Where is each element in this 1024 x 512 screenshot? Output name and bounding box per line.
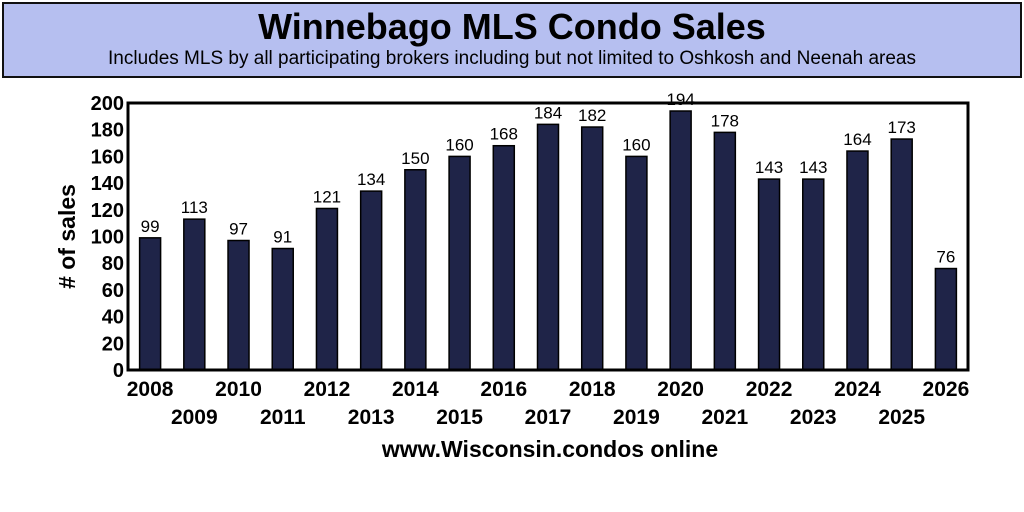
data-label-2015: 160 [445,135,473,154]
x-tick-label-2024: 2024 [834,378,881,401]
bar-2019 [625,155,648,371]
y-tick-label-80: 80 [102,253,124,275]
data-label-2008: 99 [141,217,160,236]
x-tick-label-2010: 2010 [215,378,262,401]
y-axis-label: # of sales [54,184,80,289]
bar-2010 [227,239,250,371]
title-banner: Winnebago MLS Condo Sales Includes MLS b… [2,2,1022,78]
y-tick-label-60: 60 [102,280,124,302]
x-tick-label-2015: 2015 [436,406,483,429]
bar-2021 [713,131,737,371]
x-tick-label-2020: 2020 [657,378,704,401]
x-tick-label-2018: 2018 [569,378,616,401]
bar-2012 [315,207,339,371]
x-tick-label-2025: 2025 [878,406,925,429]
bar-2026 [934,267,958,371]
data-label-2019: 160 [622,135,650,154]
y-tick-label-100: 100 [91,227,124,249]
bar-2023 [802,178,825,371]
bar-2009 [183,218,206,371]
bar-2016 [492,144,516,371]
data-label-2011: 91 [273,228,292,247]
bar-2017 [536,123,560,371]
x-tick-label-2023: 2023 [790,406,837,429]
bar-2018 [580,126,604,371]
data-label-2016: 168 [490,125,518,144]
x-tick-label-2022: 2022 [746,378,793,401]
chart-subtitle: Includes MLS by all participating broker… [108,48,916,69]
x-tick-label-2013: 2013 [348,406,395,429]
data-label-2020: 194 [666,90,694,109]
x-tick-label-2012: 2012 [304,378,351,401]
data-label-2009: 113 [181,198,208,217]
bar-2025 [890,138,913,371]
bar-2020 [669,110,692,371]
data-label-2023: 143 [799,158,827,177]
y-tick-label-0: 0 [113,360,124,382]
data-label-2012: 121 [313,187,341,206]
bar-2015 [448,155,471,371]
x-tick-label-2019: 2019 [613,406,660,429]
data-label-2024: 164 [843,130,871,149]
data-label-2013: 134 [357,170,385,189]
y-tick-label-160: 160 [91,146,124,168]
plot-frame [126,101,970,372]
x-tick-label-2008: 2008 [127,378,174,401]
bar-2024 [846,150,869,371]
data-label-2021: 178 [711,111,739,130]
x-tick-label-2014: 2014 [392,378,439,401]
data-label-2014: 150 [401,149,429,168]
y-tick-label-40: 40 [102,307,124,329]
x-tick-label-2016: 2016 [480,378,527,401]
source-footer: www.Wisconsin.condos online [381,436,719,462]
data-label-2025: 173 [887,118,915,137]
data-label-2017: 184 [534,103,562,122]
data-label-2018: 182 [578,106,606,125]
bar-2014 [404,169,427,371]
y-tick-label-120: 120 [91,200,124,222]
data-label-2010: 97 [229,220,248,239]
x-tick-label-2017: 2017 [525,406,572,429]
data-label-2022: 143 [755,158,783,177]
y-tick-label-140: 140 [91,173,124,195]
x-tick-label-2011: 2011 [260,406,306,429]
bar-2022 [757,178,781,371]
x-tick-label-2026: 2026 [923,378,970,401]
chart-title: Winnebago MLS Condo Sales [258,6,766,47]
data-label-2026: 76 [936,248,955,267]
x-tick-label-2009: 2009 [171,406,218,429]
bar-2008 [138,237,162,371]
y-tick-label-20: 20 [102,333,124,355]
x-tick-label-2021: 2021 [701,406,748,429]
bar-2011 [271,247,294,371]
bar-2013 [359,190,383,371]
y-tick-label-200: 200 [91,93,124,115]
y-tick-label-180: 180 [91,120,124,142]
